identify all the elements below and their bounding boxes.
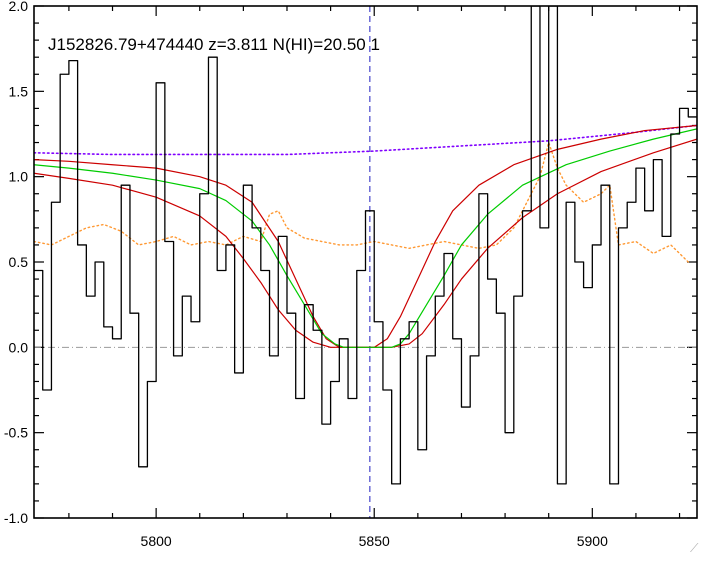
y-tick-label: 2.0: [9, 0, 29, 14]
continuum-line: [34, 124, 697, 156]
y-tick-label: 0.0: [9, 339, 29, 355]
y-tick-label: 1.0: [9, 169, 29, 185]
chart-title: J152826.79+474440 z=3.811 N(HI)=20.50 1: [48, 35, 380, 54]
y-tick-label: -0.5: [4, 425, 28, 441]
y-tick-label: -1.0: [4, 510, 28, 526]
resize-grip-icon[interactable]: ⟋: [690, 541, 699, 555]
plot-frame: [33, 5, 698, 519]
x-tick-label: 5850: [359, 533, 390, 549]
flux-spectrum-line: [34, 6, 697, 485]
y-tick-label: 1.5: [9, 83, 29, 99]
series-layer: [34, 6, 697, 485]
x-tick-label: 5800: [141, 533, 172, 549]
x-tick-label: 5900: [577, 533, 608, 549]
reference-lines-layer: [34, 6, 697, 518]
y-tick-label: 0.5: [9, 254, 29, 270]
ticks-layer: 5800 5850 5900 -1.0 -0.5 0.0 0.5 1.0 1.5 2.0: [4, 0, 697, 549]
